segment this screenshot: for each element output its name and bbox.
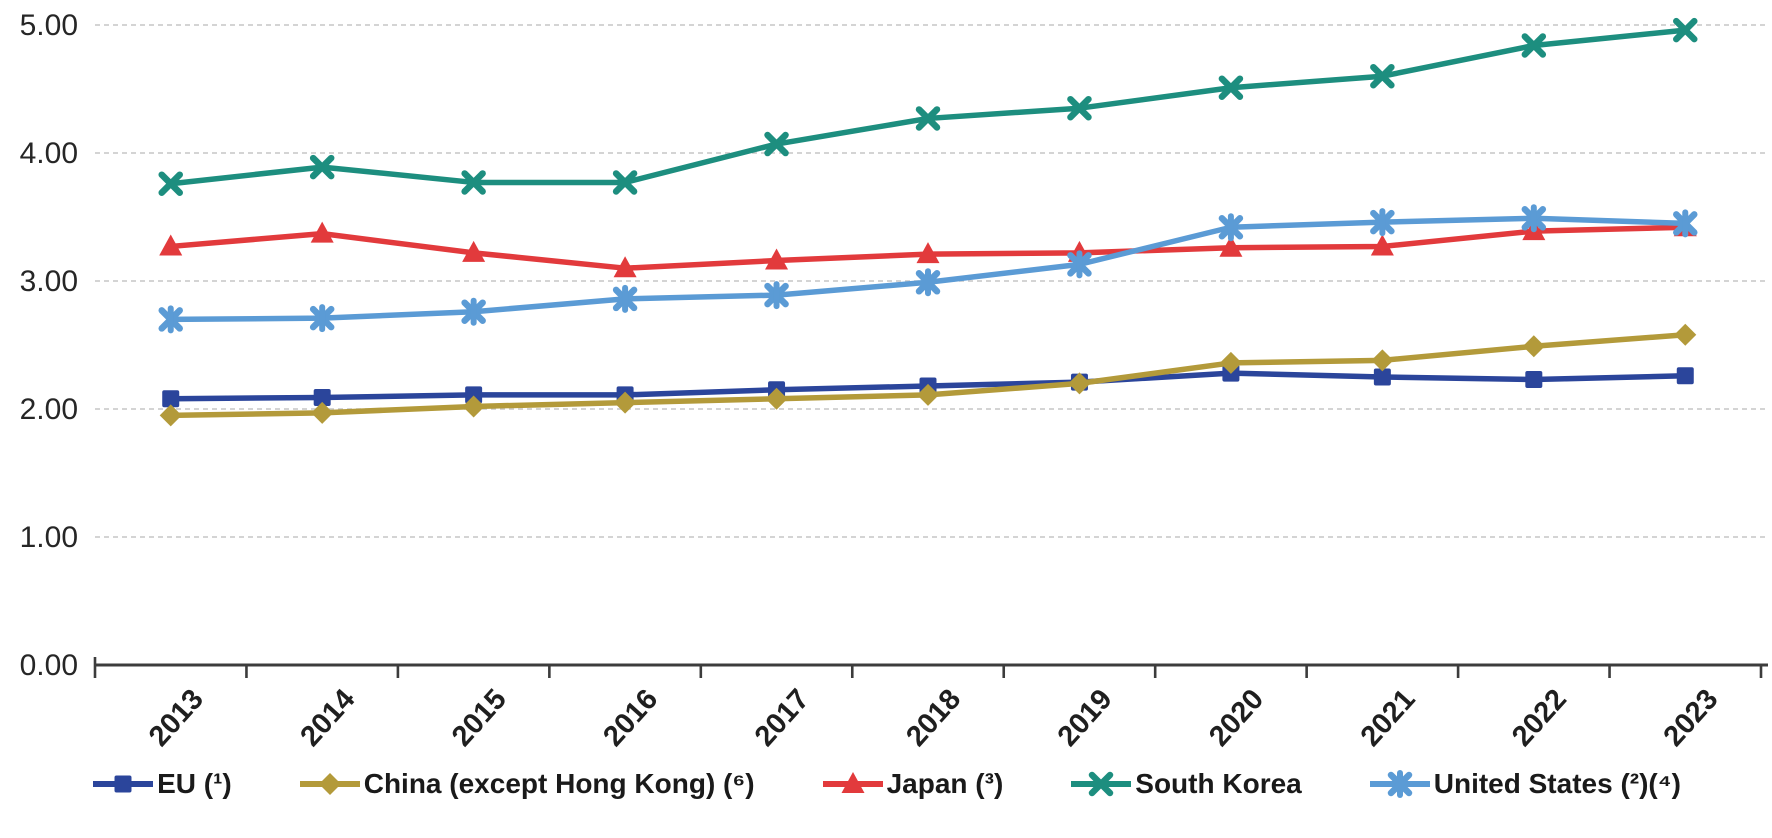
series-marker: [1521, 33, 1547, 58]
series-marker: [310, 221, 334, 243]
series-marker: [917, 383, 939, 406]
series-marker: [159, 234, 183, 256]
legend-marker: [114, 775, 132, 793]
series-marker: [916, 242, 940, 264]
series-marker: [1068, 372, 1091, 395]
series-marker: [613, 256, 637, 278]
x-axis-year-label: 2020: [1203, 683, 1270, 752]
y-axis-tick-label: 0.00: [20, 649, 78, 682]
legend-item: Japan (³): [821, 768, 1004, 800]
y-axis-tick-label: 1.00: [20, 521, 78, 554]
series-marker: [159, 404, 182, 427]
legend-label: South Korea: [1135, 768, 1302, 799]
series-marker: [1373, 368, 1391, 386]
x-axis-year-label: 2018: [900, 683, 967, 752]
x-axis-year-label: 2014: [294, 683, 361, 752]
legend-label: China (except Hong Kong) (⁶): [363, 768, 755, 799]
series-marker: [162, 390, 180, 408]
series-marker: [158, 171, 183, 196]
legend-item: EU (¹): [91, 768, 232, 800]
legend-marker-icon: [299, 773, 360, 795]
x-axis-year-label: 2021: [1355, 683, 1422, 752]
series-marker: [1067, 95, 1092, 121]
legend-marker-icon: [1369, 770, 1430, 798]
legend-marker: [841, 772, 865, 793]
legend-marker: [318, 773, 341, 795]
chart-legend: EU (¹) China (except Hong Kong) (⁶) Japan …: [0, 768, 1772, 800]
series-marker: [764, 131, 789, 157]
series-marker: [1371, 349, 1394, 372]
legend-label: Japan (³): [886, 768, 1004, 799]
series-marker: [465, 386, 483, 404]
y-axis-tick-label: 3.00: [20, 265, 78, 298]
series-marker: [1219, 235, 1243, 257]
series-marker: [1673, 17, 1698, 43]
series-marker: [612, 170, 638, 195]
series-marker: [1522, 335, 1545, 358]
series-marker: [614, 391, 637, 414]
x-axis-year-label: 2016: [597, 683, 664, 752]
series-marker: [765, 387, 788, 410]
series-marker: [1219, 351, 1242, 374]
series-marker: [1674, 323, 1697, 346]
legend-marker-icon: [1071, 771, 1132, 797]
x-axis-year-label: 2023: [1658, 683, 1725, 752]
series-marker: [311, 401, 334, 424]
x-axis-year-label: 2013: [143, 683, 210, 752]
x-axis-year-label: 2022: [1506, 683, 1573, 752]
legend-marker-icon: [93, 775, 154, 793]
legend-marker-icon: [822, 772, 883, 793]
series-marker: [1676, 367, 1694, 385]
series-marker: [313, 388, 331, 406]
series-marker: [462, 395, 485, 418]
x-axis-year-label: 2015: [446, 683, 513, 752]
series-marker: [1370, 234, 1394, 256]
y-axis-tick-label: 4.00: [20, 137, 78, 170]
series-marker: [1218, 75, 1244, 100]
x-axis-year-label: 2019: [1052, 683, 1119, 752]
series-marker: [461, 170, 486, 195]
chart-canvas: 0.00 1.00 2.00 3.00 4.00 5.00 2013 2014 2015 2016…: [20, 9, 1768, 753]
legend-item: South Korea: [1069, 768, 1302, 800]
series-marker: [765, 248, 789, 270]
series-marker: [1525, 371, 1543, 389]
y-axis-tick-label: 2.00: [20, 393, 78, 426]
legend-item: China (except Hong Kong) (⁶): [298, 768, 755, 800]
series-marker: [462, 240, 486, 262]
series-marker: [1370, 63, 1395, 89]
series-line: [167, 27, 1689, 187]
legend-label: EU (¹): [157, 768, 232, 799]
series-marker: [309, 154, 335, 180]
x-axis-year-label: 2017: [749, 683, 816, 752]
legend-item: United States (²)(⁴): [1368, 768, 1681, 800]
series-marker: [915, 106, 941, 131]
y-axis-tick-label: 5.00: [20, 9, 78, 42]
legend-marker: [1089, 771, 1114, 797]
legend-label: United States (²)(⁴): [1433, 768, 1681, 799]
